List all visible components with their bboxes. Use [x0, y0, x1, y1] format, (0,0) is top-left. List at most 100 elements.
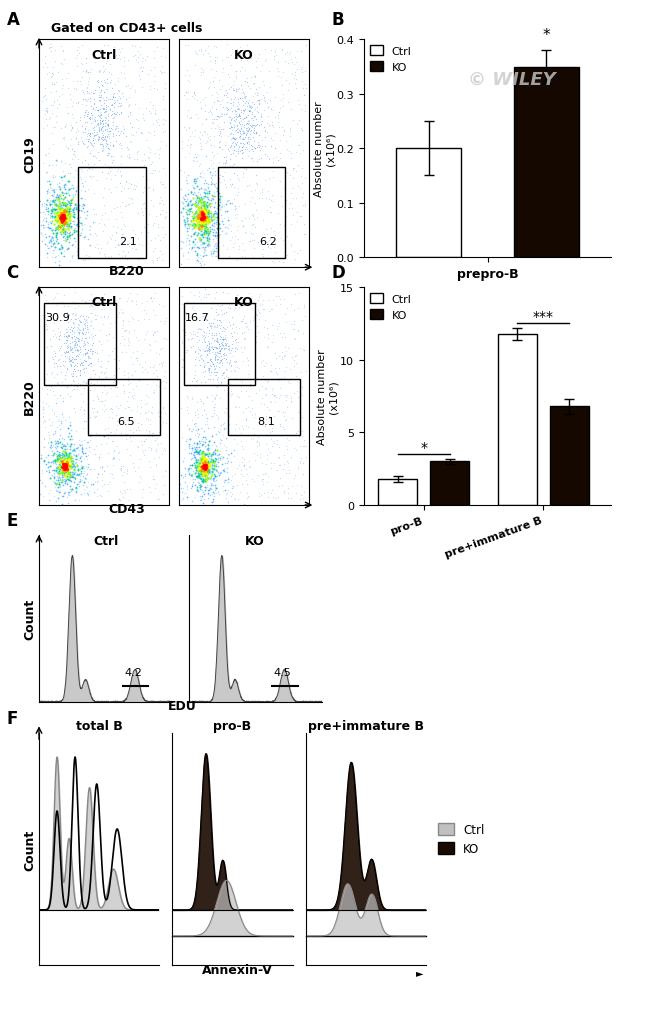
Point	[274, 326, 285, 342]
Point	[92, 346, 102, 362]
Point	[83, 232, 93, 248]
Point	[70, 443, 80, 459]
Point	[55, 210, 66, 226]
Point	[231, 71, 241, 87]
Point	[87, 293, 98, 309]
Point	[208, 166, 218, 182]
Point	[183, 245, 193, 261]
Point	[274, 361, 284, 377]
Point	[72, 48, 82, 64]
Point	[36, 448, 46, 464]
Point	[19, 254, 29, 270]
Point	[291, 56, 301, 72]
Point	[188, 446, 198, 462]
Point	[251, 124, 261, 141]
Point	[252, 318, 263, 335]
Point	[160, 50, 170, 66]
Point	[176, 182, 186, 198]
Point	[274, 440, 284, 456]
Point	[81, 248, 91, 264]
Point	[57, 448, 68, 464]
Point	[210, 391, 220, 407]
Point	[81, 486, 92, 502]
Point	[200, 89, 210, 105]
Point	[294, 454, 305, 470]
Point	[109, 451, 119, 467]
Point	[236, 143, 246, 159]
Point	[291, 214, 302, 231]
Point	[251, 335, 261, 351]
Point	[43, 436, 53, 452]
Point	[144, 82, 155, 98]
Point	[62, 216, 73, 233]
Point	[55, 422, 66, 438]
Point	[274, 296, 285, 312]
Point	[81, 308, 91, 325]
Point	[244, 123, 255, 140]
Point	[56, 227, 66, 244]
Point	[131, 179, 141, 195]
Point	[215, 126, 226, 143]
Point	[194, 444, 204, 460]
Point	[130, 227, 140, 244]
Point	[207, 74, 218, 90]
Point	[65, 466, 75, 482]
Point	[283, 485, 294, 501]
Point	[200, 452, 211, 468]
Point	[67, 107, 77, 123]
Point	[133, 55, 143, 71]
Point	[222, 103, 232, 119]
Point	[219, 324, 229, 340]
Point	[94, 153, 104, 169]
Point	[46, 448, 56, 464]
Point	[208, 484, 218, 500]
Point	[203, 226, 213, 243]
Point	[274, 104, 284, 120]
Point	[296, 176, 307, 192]
Point	[62, 460, 72, 476]
Point	[157, 41, 168, 58]
Point	[256, 108, 266, 124]
Point	[43, 424, 53, 440]
Point	[139, 148, 150, 164]
Point	[54, 179, 64, 195]
Point	[198, 461, 208, 477]
Point	[194, 440, 205, 456]
Point	[236, 121, 246, 137]
Point	[74, 466, 85, 482]
Point	[224, 82, 234, 98]
Point	[139, 302, 150, 318]
Point	[88, 86, 99, 102]
Point	[62, 454, 73, 470]
Point	[103, 431, 113, 447]
Point	[85, 91, 96, 107]
Point	[56, 223, 66, 240]
Point	[58, 459, 69, 475]
Point	[198, 211, 208, 227]
Point	[235, 124, 245, 141]
Point	[68, 366, 78, 382]
Point	[52, 177, 62, 193]
Point	[244, 178, 255, 194]
Point	[67, 178, 77, 194]
Point	[58, 195, 68, 211]
Point	[174, 211, 184, 227]
Point	[216, 338, 227, 354]
Point	[62, 455, 72, 471]
Point	[125, 151, 135, 167]
Point	[89, 186, 99, 202]
Point	[83, 232, 94, 248]
Point	[237, 450, 248, 466]
Point	[114, 291, 125, 307]
Point	[210, 164, 220, 180]
Point	[131, 351, 142, 367]
Point	[220, 165, 231, 181]
Point	[53, 470, 63, 486]
Point	[107, 121, 117, 137]
Point	[207, 460, 217, 476]
Point	[55, 482, 66, 498]
Point	[114, 128, 124, 145]
Point	[230, 136, 240, 153]
Point	[94, 120, 104, 136]
Point	[219, 342, 229, 358]
